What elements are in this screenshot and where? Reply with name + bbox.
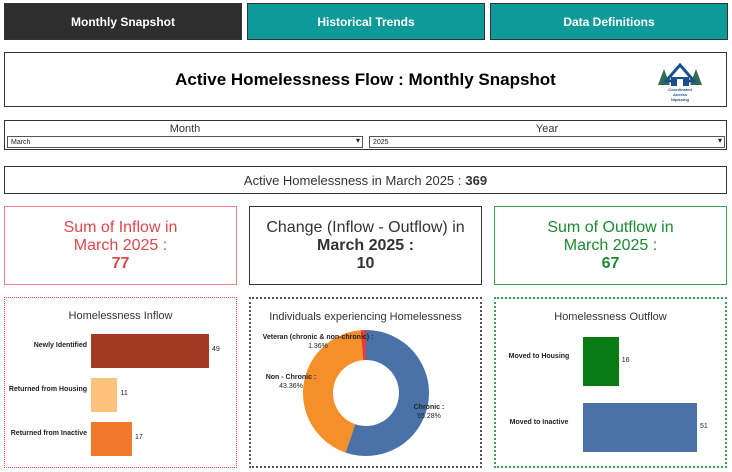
bar-value-label: 16 (621, 356, 630, 364)
bar (583, 403, 697, 452)
kpi-line2: March 2025 : (317, 236, 414, 254)
tab-historical-trends[interactable]: Historical Trends (247, 3, 485, 40)
active-value: 369 (465, 172, 488, 188)
donut-percent-label: 55.28% (417, 413, 441, 420)
tab-label: Monthly Snapshot (71, 14, 175, 29)
coordinated-access-logo: Coordinated Access Nipissing (652, 57, 708, 103)
donut-slice (360, 330, 366, 361)
year-select[interactable]: 2025 ▾ (369, 136, 725, 148)
svg-text:Nipissing: Nipissing (671, 97, 690, 102)
bar-value-label: 51 (700, 422, 708, 430)
kpi-value: 10 (356, 254, 375, 272)
title-panel: Active Homelessness Flow : Monthly Snaps… (4, 52, 727, 107)
kpi-line2: March 2025 : (563, 236, 658, 254)
bar-label: Returned from Housing (8, 386, 87, 393)
donut-label: Non - Chronic : 43.36% (253, 373, 329, 391)
donut-label: Chronic : 55.28% (399, 403, 459, 421)
kpi-line1: Change (Inflow - Outflow) in (266, 218, 465, 236)
active-homelessness-banner: Active Homelessness in March 2025 : 369 (4, 166, 727, 194)
bar (91, 422, 132, 456)
donut-category-label: Non - Chronic : (265, 374, 317, 381)
tab-label: Data Definitions (563, 14, 655, 29)
kpi-value: 67 (601, 254, 620, 272)
donut-slice (345, 330, 429, 456)
bar-value-label: 49 (212, 346, 220, 353)
outflow-chart-panel: Homelessness Outflow Moved to Housing 16 M… (494, 297, 727, 468)
donut-percent-label: 43.36% (279, 383, 303, 390)
homelessness-donut-panel: Individuals experiencing Homelessness Ch… (249, 297, 482, 468)
bar (91, 334, 209, 368)
kpi-line2: March 2025 : (73, 236, 168, 254)
tab-data-definitions[interactable]: Data Definitions (490, 3, 728, 40)
bar-value-label: 11 (120, 390, 128, 397)
donut-slice (303, 330, 364, 453)
month-select[interactable]: March ▾ (7, 136, 363, 148)
donut-chart (303, 330, 429, 456)
chevron-down-icon: ▾ (355, 136, 360, 145)
kpi-line1: Sum of Inflow in (63, 218, 178, 236)
outflow-kpi-card: Sum of Outflow in March 2025 : 67 (494, 206, 727, 285)
chart-title: Homelessness Inflow (68, 310, 173, 322)
month-select-value: March (11, 138, 31, 146)
change-kpi-card: Change (Inflow - Outflow) in March 2025 … (249, 206, 482, 285)
inflow-kpi-card: Sum of Inflow in March 2025 : 77 (4, 206, 237, 285)
chart-title: Homelessness Outflow (554, 311, 667, 323)
bar-label: Newly Identified (33, 342, 87, 349)
chevron-down-icon: ▾ (717, 136, 722, 145)
page-title: Active Homelessness Flow : Monthly Snaps… (175, 69, 556, 89)
tab-monthly-snapshot[interactable]: Monthly Snapshot (4, 3, 242, 40)
tab-label: Historical Trends (317, 14, 415, 29)
inflow-chart-panel: Homelessness Inflow Newly Identified 49 Re… (4, 297, 237, 468)
bar-value-label: 17 (134, 434, 143, 441)
year-select-value: 2025 (373, 138, 389, 146)
bar-label: Moved to Inactive (509, 418, 569, 426)
donut-category-label: Chronic : (413, 404, 445, 411)
donut-category-label: Veteran (chronic & non-chronic) : (262, 334, 374, 341)
bar-label: Moved to Housing (508, 352, 570, 360)
filter-panel: Month Year March ▾ 2025 ▾ (4, 120, 727, 150)
kpi-line1: Sum of Outflow in (547, 218, 674, 236)
bar (583, 337, 619, 386)
bar-label: Returned from Inactive (10, 430, 87, 437)
active-label: Active Homelessness in March 2025 : (243, 172, 462, 188)
year-label: Year (535, 123, 559, 135)
donut-label: Veteran (chronic & non-chronic) : 1.36% (253, 333, 383, 351)
month-label: Month (169, 123, 201, 135)
chart-title: Individuals experiencing Homelessness (269, 311, 462, 323)
svg-text:Coordinated: Coordinated (668, 87, 692, 92)
donut-percent-label: 1.36% (308, 343, 328, 350)
bar (91, 378, 118, 412)
svg-text:Access: Access (673, 92, 688, 97)
kpi-value: 77 (111, 254, 130, 272)
